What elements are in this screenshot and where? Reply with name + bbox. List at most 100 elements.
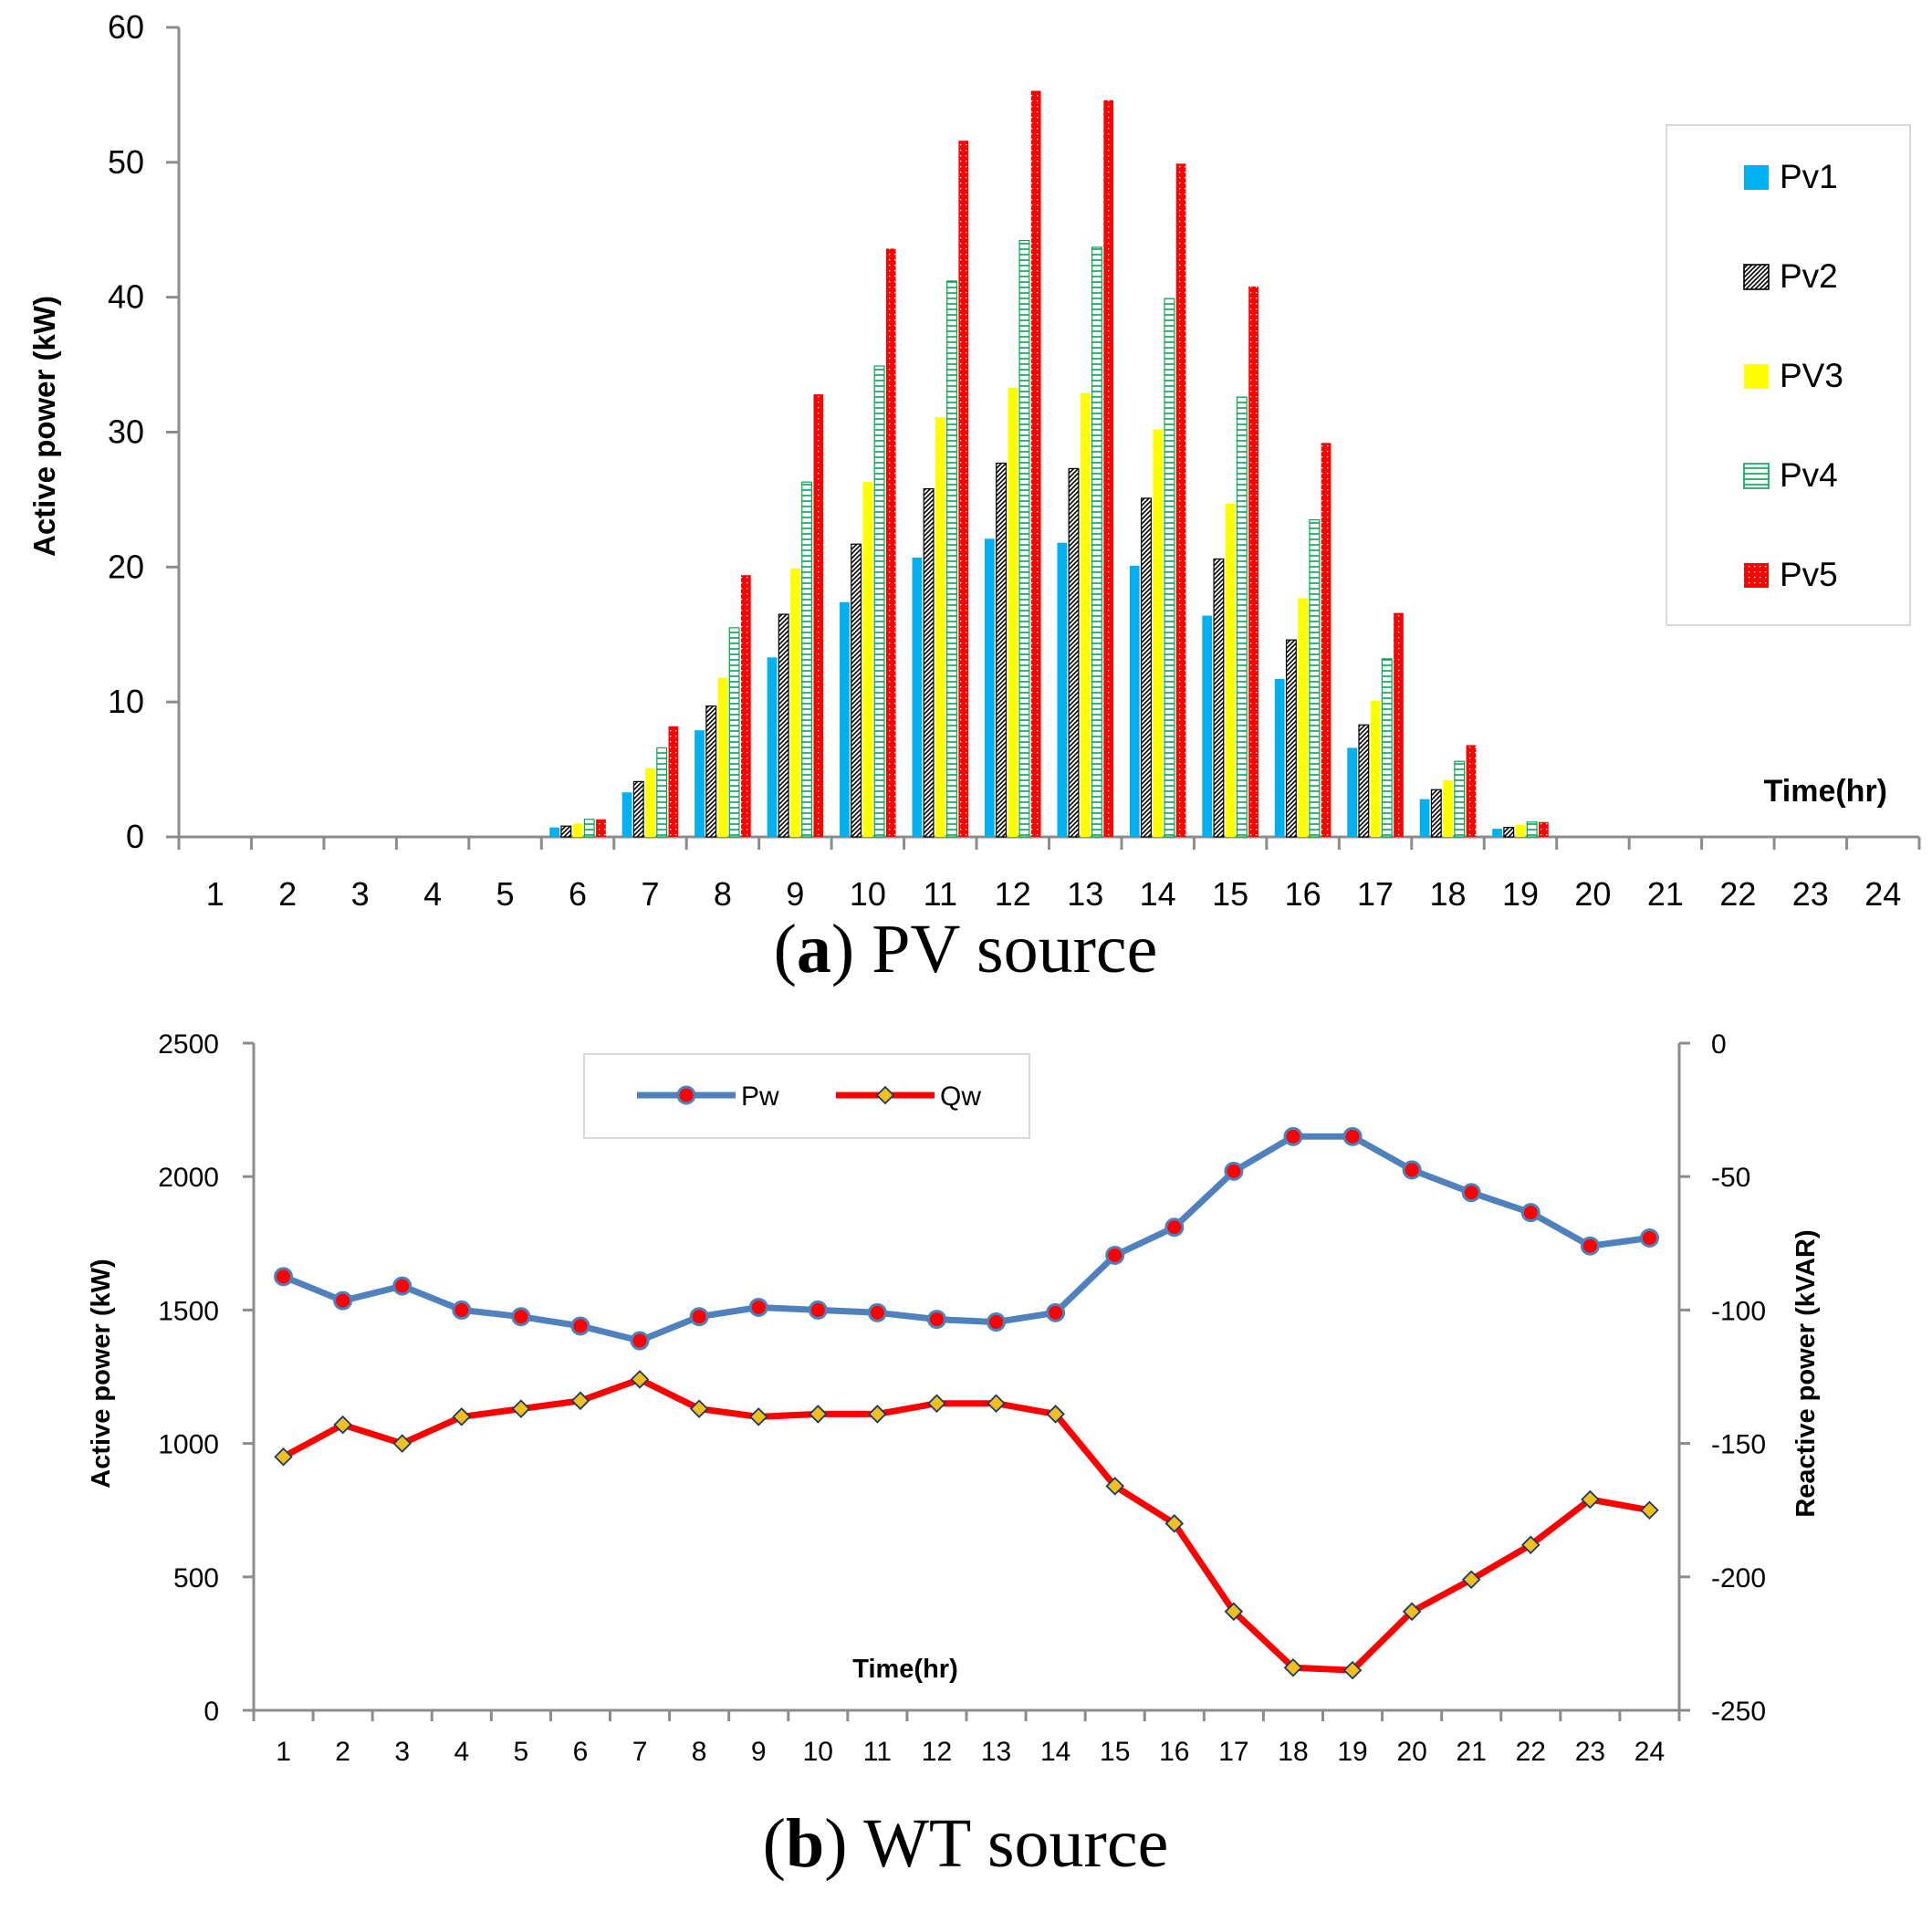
pv-legend-box [1666,124,1911,626]
pv-bar [778,613,789,838]
pv-bar [572,823,583,837]
wt-point-qw [392,1434,412,1453]
pv-bar [645,768,655,837]
pv-x-tick-label: 18 [1429,875,1466,913]
pv-legend-label: Pv1 [1780,158,1838,195]
pv-y-tick-label: 10 [108,683,144,720]
wt-point-qw [748,1407,768,1426]
wt-point-qw [1342,1660,1363,1680]
wt-point-qw [927,1394,946,1414]
pv-bar [668,726,679,837]
pv-bar [1466,745,1477,837]
pv-x-tick-label: 1 [206,875,225,913]
pv-bar [1030,90,1041,837]
wt-point-pw [926,1310,946,1330]
pv-x-tick-label: 14 [1140,875,1176,913]
wt-y-tick-label: 2000 [158,1163,219,1193]
pv-x-tick-label: 2 [278,875,297,913]
pv-y-tick-label: 20 [108,548,144,585]
pv-x-tick-label: 16 [1285,875,1321,913]
pv-bar [1164,298,1175,838]
wt-point-qw [1402,1602,1422,1622]
wt-x-tick-label: 19 [1337,1737,1367,1767]
wt-point-pw [1402,1160,1422,1180]
pv-legend-swatch [1743,463,1770,489]
pv-x-tick-label: 10 [850,875,886,913]
pv-x-tick-label: 15 [1212,875,1248,913]
wt-legend-marker [875,1085,895,1105]
pv-bar [1492,829,1502,837]
wt-y2-tick-label: -50 [1711,1163,1750,1193]
pv-legend-swatch [1744,563,1769,588]
wt-point-pw [748,1297,768,1317]
wt-x-tick-label: 12 [922,1737,952,1767]
wt-point-qw [630,1370,650,1389]
pv-bar [801,481,813,838]
wt-line-pw [280,1133,1653,1344]
wt-point-qw [1046,1405,1065,1424]
wt-lines [274,1126,1659,1680]
pv-bar [851,543,862,838]
pv-bar [958,141,969,837]
wt-point-pw [570,1316,590,1336]
wt-y-tick-label: 1000 [158,1430,219,1460]
pv-x-tick-label: 20 [1574,875,1611,913]
wt-x-tick-label: 9 [751,1737,767,1767]
wt-point-pw [274,1267,294,1287]
pv-bar [583,819,595,838]
wt-point-pw [1164,1217,1185,1238]
pv-x-tick-label: 22 [1719,875,1756,913]
pv-bar [935,417,945,837]
pv-bar [1321,443,1332,837]
wt-x-tick-label: 21 [1457,1737,1487,1767]
pv-x-tick-label: 3 [351,875,370,913]
wt-point-qw [274,1447,293,1467]
wt-point-pw [1342,1126,1363,1146]
wt-x-tick-label: 10 [803,1737,833,1767]
wt-point-qw [1283,1657,1303,1677]
wt-x-tick-label: 22 [1516,1737,1546,1767]
pv-bars [549,90,1549,838]
wt-x-tick-label: 5 [514,1737,529,1767]
pv-bar [1454,760,1466,838]
pv-bar [1225,503,1236,837]
pv-x-tick-label: 23 [1792,875,1829,913]
pv-legend-label: Pv2 [1780,257,1838,295]
pv-x-tick-label: 24 [1864,875,1901,913]
pv-bar [694,730,705,837]
pv-bar [717,677,728,837]
wt-point-qw [570,1391,590,1411]
pv-bar [1430,789,1442,838]
pv-x-tick-label: 5 [496,875,515,913]
wt-point-pw [689,1307,709,1327]
wt-x-tick-label: 2 [335,1737,350,1767]
wt-y-tick-label: 0 [204,1697,219,1727]
wt-point-qw [987,1394,1006,1414]
pv-bar [560,825,572,838]
wt-point-pw [1520,1203,1540,1223]
pv-bar [885,248,896,837]
pv-x-tick-label: 19 [1502,875,1539,913]
wt-y-tick-label: 2500 [158,1029,219,1060]
wt-y-tick-label: 1500 [158,1296,219,1326]
pv-x-tick-label: 11 [924,875,957,913]
pv-bar [996,462,1008,838]
wt-legend: Pw Qw [583,1053,1030,1139]
pv-bar [1503,827,1515,838]
wt-x-tick-label: 13 [981,1737,1011,1767]
pv-x-tick-label: 21 [1647,875,1684,913]
pv-caption: (a) PV source [774,911,1158,987]
wt-point-qw [1224,1602,1244,1622]
wt-y-tick-label: 500 [173,1563,219,1593]
wt-point-pw [1580,1236,1600,1256]
pv-bar [632,780,644,838]
pv-bar [705,705,717,838]
pv-legend-swatch [1744,364,1769,389]
wt-x-tick-label: 6 [573,1737,589,1767]
wt-axes: 0 500 1000 1500 2000 2500 -250 -200 -150 -100 -50 0… [158,1029,1766,1767]
pv-legend-swatch [1744,165,1769,190]
pv-x-tick-label: 12 [995,875,1031,913]
wt-line-qw [280,1375,1653,1674]
wt-y2-tick-label: -200 [1711,1563,1766,1593]
